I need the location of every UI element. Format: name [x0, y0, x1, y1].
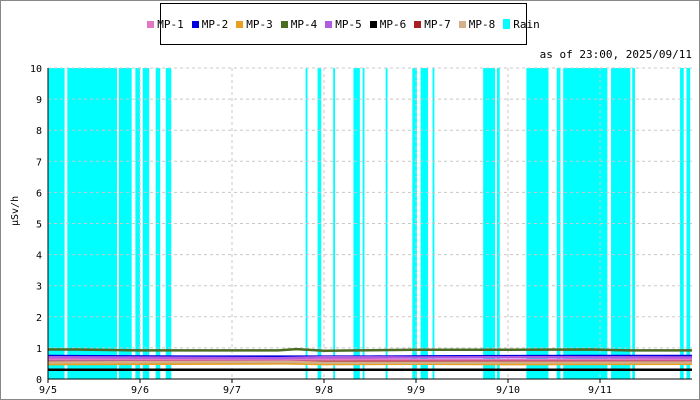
rain-bar: [118, 68, 132, 379]
legend-label: MP-3: [246, 17, 273, 31]
y-tick-label: 5: [36, 220, 42, 231]
x-tick-label: 9/6: [131, 385, 149, 396]
legend-swatch: [503, 19, 511, 29]
y-tick-label: 7: [36, 157, 42, 168]
x-tick-label: 9/5: [39, 385, 57, 396]
rain-bar: [483, 68, 496, 379]
legend-label: Rain: [513, 17, 540, 31]
y-tick-label: 9: [36, 95, 42, 106]
legend-item-mp-2: MP-2: [191, 17, 229, 31]
y-tick-label: 6: [36, 188, 42, 199]
y-tick-label: 8: [36, 126, 42, 137]
legend-label: MP-5: [335, 17, 362, 31]
rain-bar: [686, 68, 691, 379]
rain-bar: [632, 68, 635, 379]
legend-swatch: [325, 20, 333, 28]
rain-bar: [333, 68, 336, 379]
legend-label: MP-1: [157, 17, 184, 31]
x-tick-label: 9/10: [496, 385, 520, 396]
legend-item-rain: Rain: [503, 18, 540, 31]
legend-swatch: [280, 20, 288, 28]
y-tick-label: 0: [36, 375, 42, 386]
series-line-mp-1: [48, 357, 693, 362]
legend-swatch: [458, 20, 466, 28]
legend-label: MP-2: [201, 17, 229, 31]
y-tick-label: 1: [36, 344, 42, 355]
as-of-timestamp: as of 23:00, 2025/09/11: [539, 48, 692, 61]
legend: MP-1 MP-2 MP-3 MP-4 MP-5 MP-6 MP-7 MP-8 Rain: [147, 3, 540, 45]
y-tick-label: 3: [36, 282, 42, 293]
legend-swatch: [414, 20, 422, 28]
legend-swatch: [236, 20, 244, 28]
legend-item-mp-6: MP-6: [369, 17, 407, 31]
legend-swatch: [369, 20, 377, 28]
rain-bar: [362, 68, 365, 379]
rain-bar: [420, 68, 428, 379]
legend-label: MP-6: [379, 17, 407, 31]
series-line-mp-4: [48, 347, 692, 352]
legend-label: MP-8: [468, 17, 496, 31]
legend-label: MP-4: [290, 17, 318, 31]
rain-bar: [680, 68, 684, 379]
rain-bar: [135, 68, 140, 379]
legend-item-mp-1: MP-1: [147, 18, 184, 31]
series-line-mp-8: [47, 360, 693, 365]
legend-item-mp-7: MP-7: [414, 18, 451, 31]
legend-label: MP-7: [424, 17, 451, 31]
y-tick-label: 2: [36, 313, 42, 324]
y-tick-label: 10: [30, 64, 42, 75]
x-tick-label: 9/7: [223, 385, 241, 396]
legend-item-mp-4: MP-4: [280, 17, 318, 31]
legend-item-mp-3: MP-3: [236, 18, 273, 31]
legend-swatch: [147, 20, 155, 28]
rain-bar: [526, 68, 549, 379]
series-line-mp-5: [47, 355, 693, 360]
legend-item-mp-8: MP-8: [458, 17, 496, 31]
y-tick-label: 4: [36, 251, 42, 262]
legend-swatch: [191, 20, 199, 28]
x-tick-label: 9/8: [315, 385, 333, 396]
legend-item-mp-5: MP-5: [325, 18, 362, 31]
x-tick-label: 9/11: [588, 385, 612, 396]
x-tick-label: 9/9: [407, 385, 425, 396]
